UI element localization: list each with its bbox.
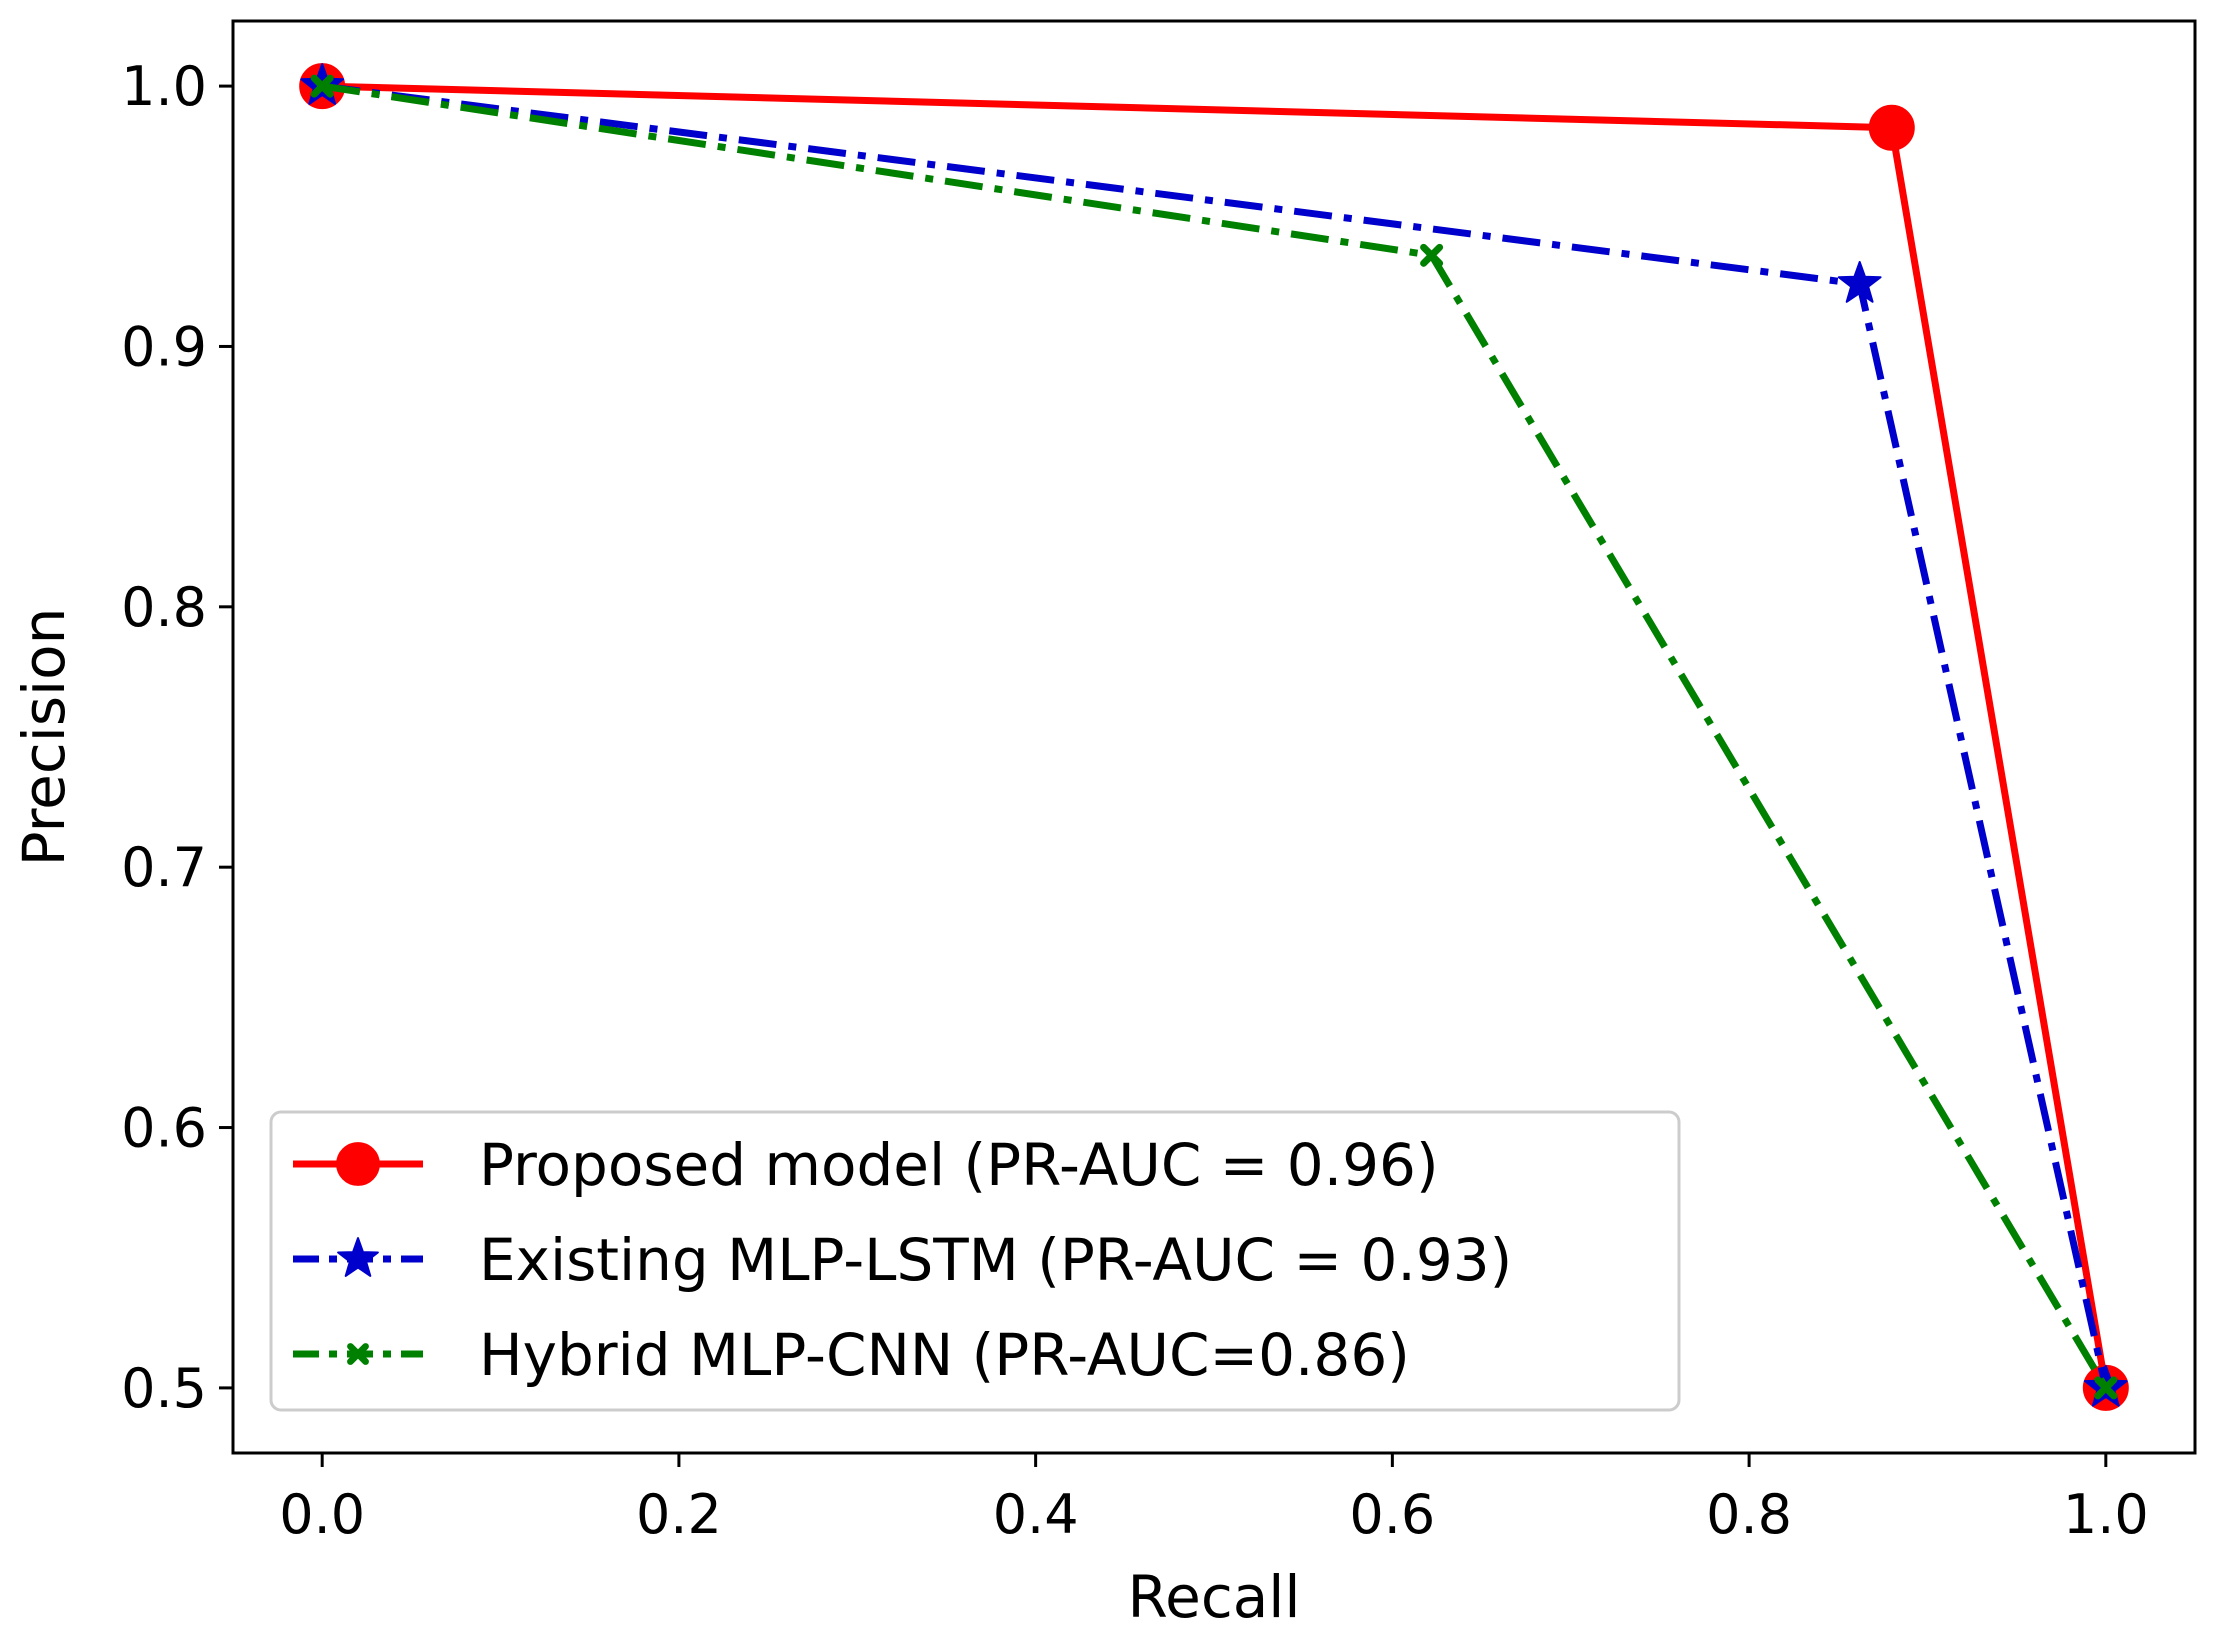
y-tick-label: 0.9 [121,315,207,378]
y-tick-label: 0.5 [121,1357,207,1420]
legend-label: Hybrid MLP-CNN (PR-AUC=0.86) [479,1321,1410,1389]
x-tick-label: 0.6 [1349,1483,1435,1546]
x-tick-label: 0.0 [279,1483,365,1546]
legend-marker [337,1237,379,1277]
ticks-layer: 0.0 0.2 0.4 0.6 0.8 1.0 0.5 0.6 0.7 0.8 0.9 1.0 [121,55,2149,1546]
legend-label: Proposed model (PR-AUC = 0.96) [479,1131,1439,1199]
y-tick-label: 0.7 [121,836,207,899]
data-point-marker [1837,261,1882,303]
x-axis-label: Recall [1127,1563,1300,1631]
legend-entry: Proposed model (PR-AUC = 0.96) [293,1131,1439,1199]
data-point-marker [1420,243,1444,267]
data-point-marker [1868,104,1915,151]
data-point-marker [310,74,334,98]
series-3 [310,74,2118,1400]
legend: Proposed model (PR-AUC = 0.96) Existing M… [269,1110,1681,1412]
axes-frame [231,19,2197,1455]
legend-marker [336,1142,380,1186]
legend-entry: Existing MLP-LSTM (PR-AUC = 0.93) [293,1226,1512,1294]
legend-entry: Hybrid MLP-CNN (PR-AUC=0.86) [293,1321,1410,1389]
x-tick-label: 1.0 [2063,1483,2149,1546]
y-tick-label: 1.0 [121,55,207,118]
x-tick-label: 0.4 [993,1483,1079,1546]
x-tick-label: 0.2 [636,1483,722,1546]
series-layer [299,63,2129,1411]
y-axis-label: Precision [10,608,78,867]
y-tick-label: 0.6 [121,1097,207,1160]
y-tick-label: 0.8 [121,576,207,639]
legend-label: Existing MLP-LSTM (PR-AUC = 0.93) [479,1226,1512,1294]
legend-box [269,1110,1681,1412]
data-point-marker [2094,1376,2118,1400]
x-tick-label: 0.8 [1706,1483,1792,1546]
legend-marker [347,1343,369,1365]
